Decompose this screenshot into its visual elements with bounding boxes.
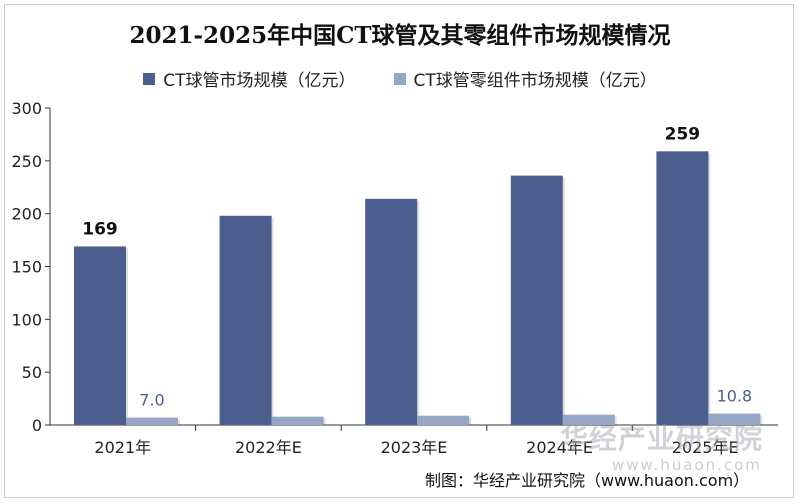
bar-tube — [74, 246, 126, 425]
y-tick-label: 0 — [32, 416, 42, 435]
y-tick-label: 100 — [11, 310, 42, 329]
x-tick-label: 2021年 — [94, 438, 151, 457]
y-tick-label: 50 — [22, 363, 42, 382]
x-tick-label: 2022年E — [235, 438, 302, 457]
legend-item-tube: CT球管市场规模（亿元） — [143, 66, 356, 91]
data-label: 169 — [82, 219, 118, 239]
bar-components — [126, 417, 178, 425]
data-label: 10.8 — [717, 387, 753, 406]
bar-components — [708, 413, 761, 425]
x-tick-label: 2023年E — [381, 438, 448, 457]
legend-label-components: CT球管零组件市场规模（亿元） — [413, 71, 657, 91]
x-tick-label: 2024年E — [526, 438, 593, 457]
y-tick-label: 200 — [11, 205, 42, 224]
source-note: 制图：华经产业研究院（www.huaon.com） — [425, 471, 750, 490]
y-tick-label: 250 — [11, 152, 42, 171]
legend-label-tube: CT球管市场规模（亿元） — [163, 71, 356, 91]
bar-tube — [219, 215, 272, 425]
data-label: 7.0 — [139, 391, 164, 410]
bar-tube — [510, 175, 563, 425]
x-tick-label: 2025年E — [672, 438, 739, 457]
chart-frame — [4, 4, 794, 498]
legend-item-components: CT球管零组件市场规模（亿元） — [393, 66, 657, 91]
watermark-url: www.huaon.com — [612, 456, 762, 474]
bar-components — [562, 414, 615, 425]
bar-tube — [365, 198, 418, 425]
legend-swatch-tube — [143, 72, 156, 85]
bar-components — [271, 416, 324, 425]
y-tick-label: 150 — [11, 258, 42, 277]
bar-components — [417, 415, 470, 425]
watermark-brand: 华经产业研究院 — [560, 422, 764, 455]
data-label: 259 — [665, 124, 701, 144]
y-tick-label: 300 — [11, 99, 42, 118]
legend: CT球管市场规模（亿元） CT球管零组件市场规模（亿元） — [0, 66, 800, 91]
bar-tube — [656, 151, 709, 425]
legend-swatch-components — [393, 72, 406, 85]
chart-title: 2021-2025年中国CT球管及其零组件市场规模情况 — [129, 22, 671, 49]
